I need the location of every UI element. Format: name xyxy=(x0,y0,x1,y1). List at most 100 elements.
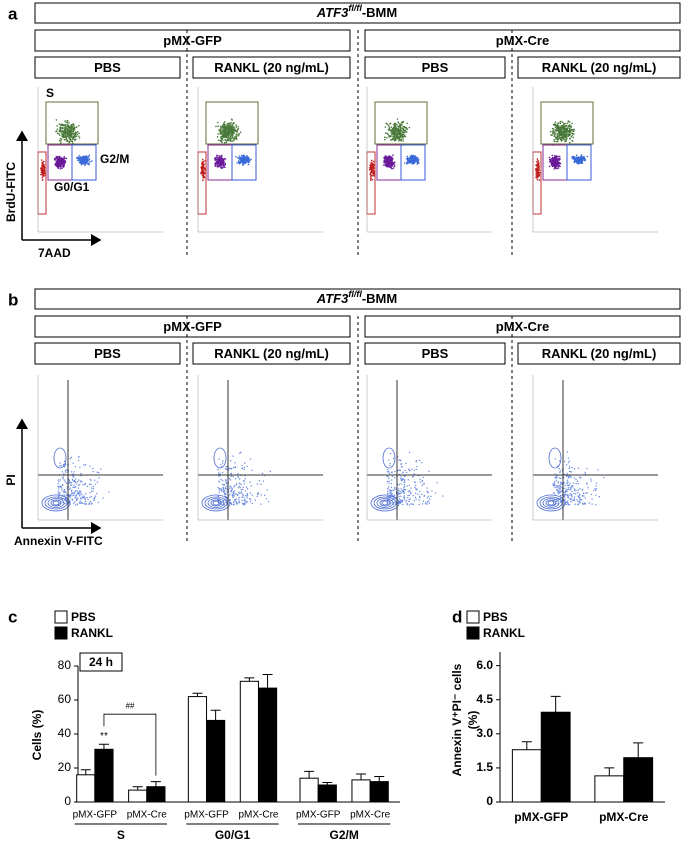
event-dot xyxy=(417,493,419,496)
event-dot xyxy=(62,136,65,139)
event-dot xyxy=(587,487,589,489)
event-dot xyxy=(566,489,568,491)
event-dot xyxy=(419,497,421,499)
event-dot xyxy=(400,478,403,481)
event-dot xyxy=(54,164,57,167)
event-dot xyxy=(242,486,244,488)
event-dot xyxy=(200,165,203,168)
event-dot xyxy=(565,475,568,477)
group-label: S xyxy=(117,828,125,842)
event-dot xyxy=(229,485,231,487)
event-dot xyxy=(216,156,219,159)
event-dot xyxy=(61,489,63,491)
event-dot xyxy=(371,159,373,162)
event-dot xyxy=(566,490,568,493)
event-dot xyxy=(200,163,203,165)
event-dot xyxy=(84,163,87,165)
event-dot xyxy=(557,487,560,489)
event-dot xyxy=(61,483,64,486)
event-dot xyxy=(568,470,571,473)
event-dot xyxy=(586,155,589,158)
header-title: ATF3fl/fl-BMM xyxy=(316,3,397,20)
event-dot xyxy=(236,129,239,132)
event-dot xyxy=(403,125,406,128)
event-dot xyxy=(391,492,393,495)
event-dot xyxy=(231,137,234,139)
event-dot xyxy=(222,160,225,163)
event-dot xyxy=(217,139,220,142)
event-dot xyxy=(70,456,73,459)
event-dot xyxy=(592,489,595,492)
event-dot xyxy=(246,488,249,490)
event-dot xyxy=(222,460,224,462)
event-dot xyxy=(204,172,206,174)
event-dot xyxy=(80,473,82,475)
event-dot xyxy=(241,499,243,502)
event-dot xyxy=(586,492,589,494)
event-dot xyxy=(201,172,204,175)
event-dot xyxy=(60,159,62,162)
event-dot xyxy=(66,121,69,124)
box-label: PBS xyxy=(94,346,121,361)
event-dot xyxy=(416,488,418,490)
event-dot xyxy=(428,498,431,500)
event-dot xyxy=(60,126,62,129)
event-dot xyxy=(553,154,556,157)
y-axis-label: Cells (%) xyxy=(30,710,44,761)
event-dot xyxy=(404,131,407,133)
event-dot xyxy=(559,477,562,480)
event-dot xyxy=(76,492,79,494)
event-dot xyxy=(230,491,232,493)
event-dot xyxy=(88,483,91,485)
event-dot xyxy=(566,482,568,484)
event-dot xyxy=(223,130,225,133)
event-dot xyxy=(567,497,570,499)
y-tick-label: 80 xyxy=(58,658,72,672)
event-dot xyxy=(216,158,218,161)
event-dot xyxy=(229,137,231,140)
event-dot xyxy=(565,464,568,466)
event-dot xyxy=(226,129,229,131)
event-dot xyxy=(400,463,402,466)
box-label: RANKL (20 ng/mL) xyxy=(542,60,657,75)
event-dot xyxy=(573,496,576,498)
event-dot xyxy=(568,125,571,128)
event-dot xyxy=(61,134,63,136)
event-dot xyxy=(387,468,389,471)
event-dot xyxy=(577,500,579,503)
event-dot xyxy=(407,494,409,497)
event-dot xyxy=(568,121,571,123)
event-dot xyxy=(79,500,81,502)
event-dot xyxy=(552,132,554,135)
event-dot xyxy=(225,502,227,504)
event-dot xyxy=(556,162,559,165)
bar xyxy=(351,779,371,803)
event-dot xyxy=(82,155,85,158)
event-dot xyxy=(583,495,585,497)
event-dot xyxy=(217,486,219,489)
event-dot xyxy=(426,490,428,492)
annotation: ## xyxy=(125,701,134,710)
event-dot xyxy=(88,163,90,166)
event-dot xyxy=(221,127,223,129)
event-dot xyxy=(81,156,84,159)
event-dot xyxy=(56,157,58,160)
event-dot xyxy=(72,127,74,130)
event-dot xyxy=(74,486,77,488)
event-dot xyxy=(401,501,403,503)
event-dot xyxy=(59,166,62,168)
event-dot xyxy=(230,486,232,488)
event-dot xyxy=(222,133,225,136)
event-dot xyxy=(55,119,58,121)
event-dot xyxy=(572,130,574,133)
event-dot xyxy=(238,157,241,159)
event-dot xyxy=(90,495,93,498)
event-dot xyxy=(80,163,83,166)
event-dot xyxy=(215,125,217,128)
event-dot xyxy=(573,477,576,479)
event-dot xyxy=(372,167,375,169)
event-dot xyxy=(400,459,402,462)
event-dot xyxy=(399,501,401,503)
event-dot xyxy=(567,130,570,133)
event-dot xyxy=(64,497,67,499)
